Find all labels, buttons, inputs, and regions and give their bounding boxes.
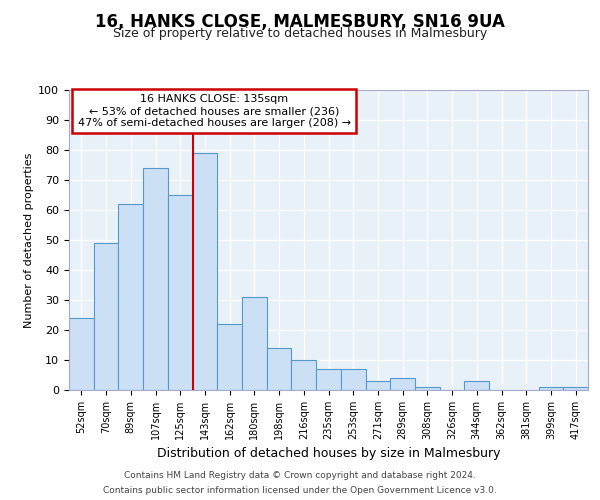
Bar bbox=[464, 381, 489, 390]
Text: 16 HANKS CLOSE: 135sqm
← 53% of detached houses are smaller (236)
47% of semi-de: 16 HANKS CLOSE: 135sqm ← 53% of detached… bbox=[78, 94, 351, 128]
Bar bbox=[365, 381, 390, 390]
Text: Contains HM Land Registry data © Crown copyright and database right 2024.: Contains HM Land Registry data © Crown c… bbox=[124, 471, 476, 480]
Text: 16, HANKS CLOSE, MALMESBURY, SN16 9UA: 16, HANKS CLOSE, MALMESBURY, SN16 9UA bbox=[95, 12, 505, 30]
X-axis label: Distribution of detached houses by size in Malmesbury: Distribution of detached houses by size … bbox=[157, 448, 500, 460]
Bar bbox=[316, 369, 341, 390]
Bar bbox=[267, 348, 292, 390]
Bar bbox=[143, 168, 168, 390]
Bar bbox=[193, 153, 217, 390]
Bar bbox=[168, 195, 193, 390]
Y-axis label: Number of detached properties: Number of detached properties bbox=[24, 152, 34, 328]
Bar bbox=[242, 297, 267, 390]
Bar bbox=[69, 318, 94, 390]
Bar bbox=[292, 360, 316, 390]
Bar bbox=[94, 243, 118, 390]
Bar bbox=[118, 204, 143, 390]
Bar bbox=[217, 324, 242, 390]
Text: Size of property relative to detached houses in Malmesbury: Size of property relative to detached ho… bbox=[113, 28, 487, 40]
Bar bbox=[563, 387, 588, 390]
Text: Contains public sector information licensed under the Open Government Licence v3: Contains public sector information licen… bbox=[103, 486, 497, 495]
Bar bbox=[539, 387, 563, 390]
Bar bbox=[341, 369, 365, 390]
Bar bbox=[390, 378, 415, 390]
Bar bbox=[415, 387, 440, 390]
